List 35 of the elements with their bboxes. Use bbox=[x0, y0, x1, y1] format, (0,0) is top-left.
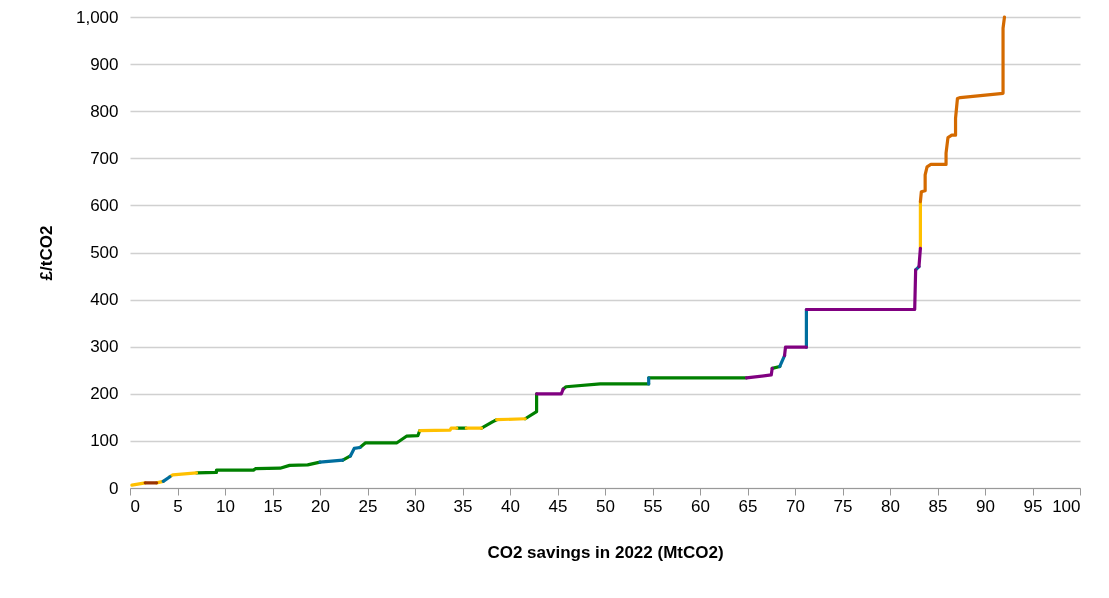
x-tick-label: 45 bbox=[548, 496, 568, 516]
y-tick-label: 1,000 bbox=[75, 7, 119, 27]
x-tick-label: 80 bbox=[881, 496, 900, 516]
y-tick-label: 600 bbox=[90, 195, 119, 215]
x-axis-title: CO2 savings in 2022 (MtCO2) bbox=[487, 542, 724, 562]
y-tick-label: 300 bbox=[90, 337, 119, 357]
y-axis-title: £/tCO2 bbox=[36, 225, 56, 281]
x-tick-label: 35 bbox=[453, 496, 473, 516]
x-tick-label: 30 bbox=[406, 496, 425, 516]
y-tick-label: 500 bbox=[90, 243, 119, 262]
y-tick-label: 200 bbox=[90, 384, 119, 404]
y-tick-label: 100 bbox=[90, 431, 119, 451]
x-tick-label: 95 bbox=[1023, 496, 1043, 516]
x-tick-label: 55 bbox=[643, 496, 663, 516]
x-tick-label: 70 bbox=[786, 496, 805, 516]
x-tick-label: 65 bbox=[738, 496, 758, 516]
x-tick-label: 85 bbox=[928, 496, 948, 516]
y-tick-label: 400 bbox=[90, 290, 119, 310]
y-tick-label: 0 bbox=[109, 478, 119, 498]
x-tick-label: 90 bbox=[976, 496, 995, 516]
x-tick-label: 5 bbox=[173, 496, 183, 516]
y-tick-label: 800 bbox=[90, 101, 119, 121]
x-tick-label: 100 bbox=[1052, 496, 1081, 516]
x-tick-label: 20 bbox=[311, 496, 330, 516]
x-tick-label: 10 bbox=[216, 496, 235, 516]
x-tick-label: 50 bbox=[596, 496, 615, 516]
x-tick-label: 75 bbox=[833, 496, 853, 516]
x-tick-label: 40 bbox=[501, 496, 520, 516]
line-series bbox=[918, 15, 1007, 204]
y-tick-label: 900 bbox=[90, 54, 119, 74]
x-tick-label: 15 bbox=[263, 496, 283, 516]
x-tick-label: 60 bbox=[691, 496, 710, 516]
x-tick-label: 25 bbox=[358, 496, 378, 516]
y-tick-label: 700 bbox=[90, 148, 119, 168]
x-tick-label: 0 bbox=[130, 496, 140, 516]
